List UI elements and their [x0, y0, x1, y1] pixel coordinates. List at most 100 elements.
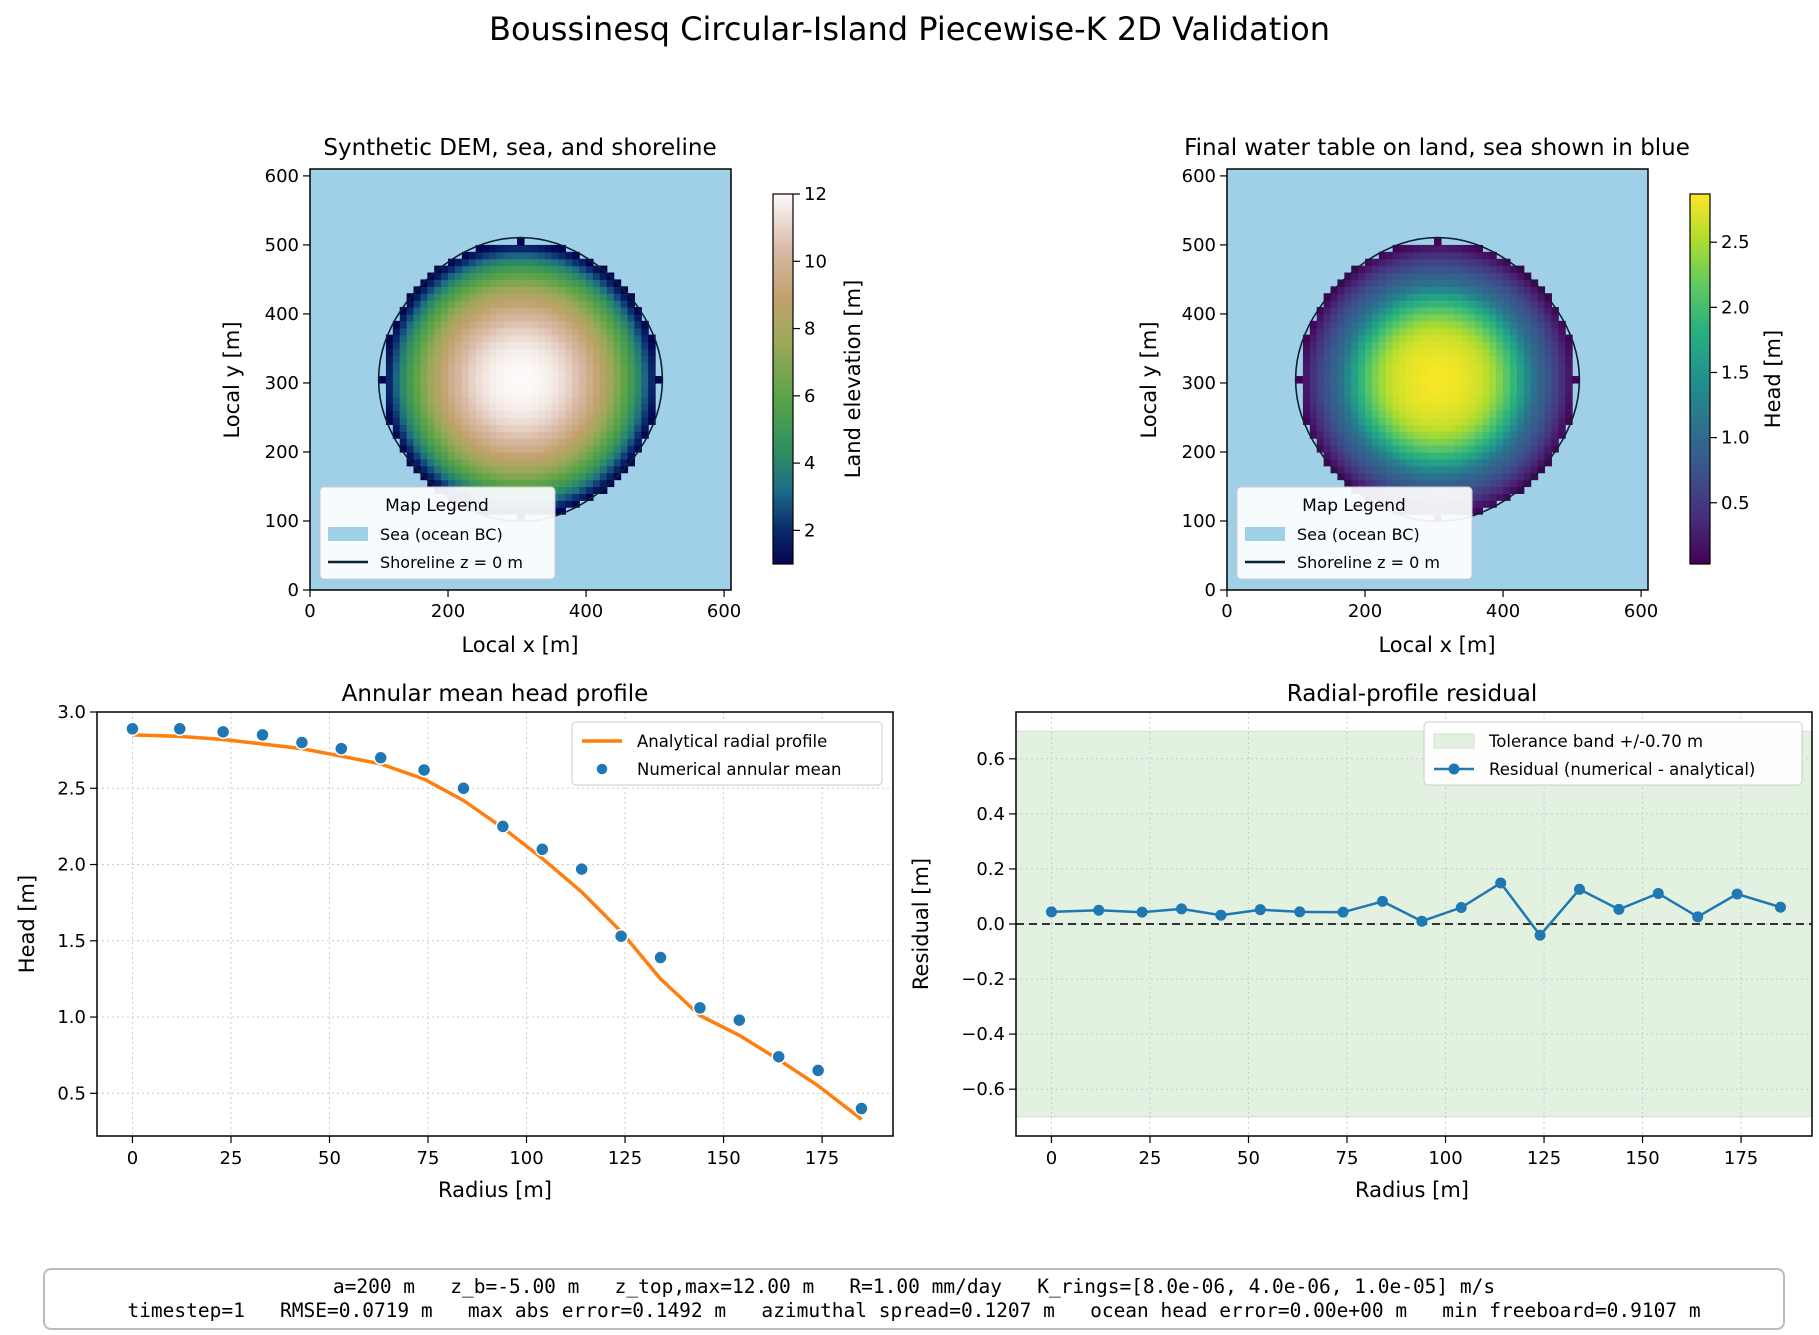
land-cell [586, 403, 594, 412]
land-cell [1503, 320, 1511, 329]
land-cell [1489, 293, 1497, 301]
land-cell [1365, 451, 1373, 460]
land-cell [599, 307, 608, 315]
land-cell [1516, 486, 1525, 494]
land-cell [579, 376, 587, 384]
land-cell [1475, 451, 1483, 460]
land-cell [592, 486, 601, 494]
land-cell [586, 438, 594, 446]
colorbar-tick-label: 2 [804, 520, 815, 541]
land-cell [572, 300, 580, 308]
land-cell [1337, 320, 1345, 329]
land-cell [606, 279, 615, 287]
land-cell [1482, 313, 1490, 322]
land-cell [565, 293, 573, 301]
land-cell [537, 382, 546, 391]
land-cell [1475, 300, 1483, 308]
land-cell [503, 307, 511, 315]
land-cell [613, 286, 622, 294]
land-cell [613, 293, 622, 301]
land-cell [613, 355, 622, 363]
land-cell [1309, 362, 1318, 370]
land-cell [1461, 286, 1470, 294]
y-tick-label: 400 [1182, 304, 1216, 325]
land-cell [1454, 258, 1463, 267]
colorbar-label: Land elevation [m] [841, 280, 865, 479]
land-cell [1365, 348, 1373, 356]
land-cell [448, 279, 456, 287]
land-cell [537, 403, 546, 412]
land-cell [1489, 458, 1497, 467]
land-cell [1385, 320, 1394, 329]
land-cell [461, 279, 470, 287]
land-cell [1530, 438, 1539, 446]
land-cell [1344, 348, 1352, 356]
land-cell [1523, 341, 1532, 350]
land-cell [427, 313, 435, 322]
land-cell [544, 293, 553, 301]
land-cell [1427, 369, 1435, 377]
land-cell [1344, 376, 1352, 384]
land-cell [620, 389, 629, 398]
land-cell [448, 327, 456, 336]
land-cell [475, 438, 484, 446]
land-cell [606, 348, 615, 356]
land-cell [1427, 458, 1435, 467]
land-cell [489, 382, 497, 391]
residual-point [1093, 904, 1105, 916]
land-cell [413, 313, 422, 322]
land-cell [627, 458, 635, 467]
legend-numerical-label: Numerical annular mean [637, 760, 841, 779]
land-cell [1565, 362, 1573, 370]
land-cell [510, 389, 518, 398]
land-cell [1420, 417, 1428, 425]
land-cell [1316, 320, 1325, 329]
land-cell [1544, 396, 1552, 405]
land-cell [1371, 424, 1380, 432]
land-cell [413, 424, 422, 432]
land-cell [558, 465, 566, 474]
land-cell [551, 258, 560, 267]
land-cell [1496, 389, 1504, 398]
land-cell [510, 355, 518, 363]
land-cell [523, 362, 532, 370]
colorbar-gradient [1689, 193, 1711, 565]
land-cell [1420, 313, 1428, 322]
land-cell [606, 341, 615, 350]
x-tick-label: 100 [509, 1148, 543, 1169]
land-cell [1482, 486, 1490, 494]
land-cell [1434, 355, 1442, 363]
land-cell [1551, 445, 1559, 453]
land-cell [1489, 320, 1497, 329]
land-cell [1378, 376, 1387, 384]
land-cell [1454, 445, 1463, 453]
land-cell [1399, 465, 1408, 474]
land-cell [392, 327, 401, 336]
land-cell [1496, 334, 1504, 343]
land-cell [489, 279, 497, 287]
land-cell [558, 244, 566, 253]
land-cell [1330, 410, 1339, 419]
land-cell [475, 348, 484, 356]
land-cell [1509, 403, 1518, 412]
land-cell [461, 313, 470, 322]
land-cell [1503, 403, 1511, 412]
land-cell [537, 438, 546, 446]
land-cell [1406, 258, 1414, 267]
land-cell [454, 258, 463, 267]
land-cell [510, 445, 518, 453]
land-cell [1503, 327, 1511, 336]
residual-point [1652, 887, 1664, 899]
land-cell [503, 445, 511, 453]
land-cell [413, 320, 422, 329]
land-cell [420, 362, 428, 370]
land-cell [558, 493, 566, 501]
land-cell [441, 389, 449, 398]
land-cell [1523, 389, 1532, 398]
land-cell [1530, 458, 1539, 467]
land-cell [620, 327, 629, 336]
land-cell [1427, 258, 1435, 267]
land-cell [420, 417, 428, 425]
residual-point [1254, 904, 1266, 916]
land-cell [1309, 389, 1318, 398]
